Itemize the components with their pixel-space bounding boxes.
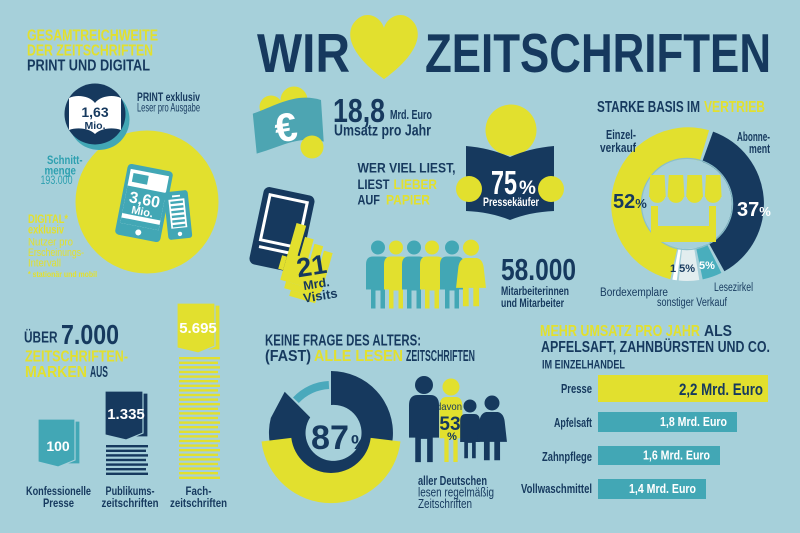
svg-text:PAPIER: PAPIER: [386, 192, 430, 208]
svg-text:2,2 Mrd. Euro: 2,2 Mrd. Euro: [679, 380, 763, 399]
svg-text:ALS: ALS: [704, 323, 732, 340]
svg-text:exklusiv: exklusiv: [28, 223, 64, 237]
svg-text:Apfelsaft: Apfelsaft: [554, 416, 593, 430]
svg-text:verkauf: verkauf: [600, 141, 637, 155]
svg-text:1,4 Mrd. Euro: 1,4 Mrd. Euro: [629, 482, 696, 496]
svg-text:5.695: 5.695: [179, 320, 217, 337]
svg-text:MARKEN: MARKEN: [25, 364, 87, 381]
svg-text:davon: davon: [436, 401, 462, 413]
svg-text:aller Deutschen: aller Deutschen: [418, 474, 487, 488]
svg-text:%: %: [351, 432, 369, 454]
svg-text:Umsatz pro Jahr: Umsatz pro Jahr: [334, 123, 431, 140]
svg-text:5%: 5%: [699, 260, 715, 272]
svg-text:Nutzer pro: Nutzer pro: [28, 237, 73, 249]
svg-text:ZEITSCHRIFTEN-: ZEITSCHRIFTEN-: [25, 349, 128, 366]
svg-text:Schnitt-: Schnitt-: [47, 153, 83, 167]
svg-text:Abonne-: Abonne-: [737, 130, 770, 144]
svg-text:1.335: 1.335: [107, 406, 145, 423]
svg-text:Einzel-: Einzel-: [606, 128, 636, 142]
svg-text:GESAMTREICHWEITE: GESAMTREICHWEITE: [27, 28, 158, 45]
svg-text:Mrd.: Mrd.: [302, 275, 330, 293]
svg-text:(FAST): (FAST): [265, 348, 311, 365]
svg-text:Lesezirkel: Lesezirkel: [714, 282, 753, 294]
svg-text:%: %: [447, 431, 457, 443]
svg-text:ALLE LESEN: ALLE LESEN: [314, 348, 403, 365]
svg-text:WER VIEL LIEST,: WER VIEL LIEST,: [358, 160, 456, 176]
svg-text:ZEITSCHRIFTEN: ZEITSCHRIFTEN: [425, 22, 771, 84]
svg-text:Publikums-: Publikums-: [106, 484, 155, 498]
svg-text:LIEST: LIEST: [358, 176, 390, 192]
svg-text:DER ZEITSCHRIFTEN: DER ZEITSCHRIFTEN: [27, 43, 153, 60]
svg-text:ZEITSCHRIFTEN: ZEITSCHRIFTEN: [406, 348, 475, 365]
svg-text:193.000: 193.000: [41, 173, 73, 187]
svg-text:MEHR UMSATZ PRO JAHR: MEHR UMSATZ PRO JAHR: [540, 323, 700, 340]
svg-text:und Mitarbeiter: und Mitarbeiter: [501, 296, 564, 310]
svg-text:Presse: Presse: [561, 382, 592, 396]
svg-text:18,8: 18,8: [333, 92, 385, 129]
svg-text:Vollwaschmittel: Vollwaschmittel: [521, 482, 592, 496]
svg-text:PRINT exklusiv: PRINT exklusiv: [137, 90, 200, 104]
svg-text:KEINE FRAGE DES ALTERS:: KEINE FRAGE DES ALTERS:: [265, 333, 421, 350]
svg-text:Intervall: Intervall: [28, 258, 61, 270]
svg-text:zeitschriften: zeitschriften: [170, 496, 227, 510]
svg-text:Mio.: Mio.: [130, 204, 154, 220]
svg-text:WIR: WIR: [257, 22, 350, 84]
svg-text:75: 75: [491, 164, 517, 201]
svg-text:Pressekäufer: Pressekäufer: [483, 195, 539, 209]
svg-text:menge: menge: [45, 164, 77, 178]
svg-text:lesen regelmäßig: lesen regelmäßig: [418, 486, 494, 500]
svg-text:Mitarbeiterinnen: Mitarbeiterinnen: [501, 284, 569, 298]
svg-text:100: 100: [46, 438, 70, 454]
svg-text:Mio.: Mio.: [85, 120, 106, 132]
svg-text:Fach-: Fach-: [186, 484, 212, 498]
svg-text:3,60: 3,60: [128, 189, 162, 212]
svg-text:AUS: AUS: [90, 364, 108, 381]
svg-text:7.000: 7.000: [61, 319, 119, 350]
svg-text:ment: ment: [749, 142, 771, 156]
svg-text:Konfessionelle: Konfessionelle: [26, 484, 91, 498]
svg-text:* stationär und mobil: * stationär und mobil: [28, 270, 97, 279]
svg-text:Mrd. Euro: Mrd. Euro: [390, 107, 432, 122]
svg-text:Erscheinungs-: Erscheinungs-: [28, 247, 84, 259]
svg-text:53: 53: [439, 414, 460, 435]
svg-text:LIEBER: LIEBER: [394, 176, 438, 192]
svg-text:PRINT UND DIGITAL: PRINT UND DIGITAL: [27, 58, 150, 75]
svg-text:37%: 37%: [737, 199, 771, 221]
svg-text:ÜBER: ÜBER: [24, 330, 58, 347]
svg-text:DIGITAL*: DIGITAL*: [28, 212, 68, 226]
svg-text:1,6 Mrd. Euro: 1,6 Mrd. Euro: [643, 449, 710, 463]
svg-text:%: %: [519, 178, 536, 199]
svg-text:21: 21: [294, 249, 328, 283]
svg-text:Leser pro Ausgabe: Leser pro Ausgabe: [137, 101, 200, 115]
svg-text:Zahnpflege: Zahnpflege: [542, 450, 592, 464]
svg-text:Presse: Presse: [43, 496, 74, 510]
svg-text:APFELSAFT, ZAHNBÜRSTEN UND CO.: APFELSAFT, ZAHNBÜRSTEN UND CO.: [541, 339, 770, 356]
svg-text:sonstiger Verkauf: sonstiger Verkauf: [657, 297, 728, 309]
svg-text:IM EINZELHANDEL: IM EINZELHANDEL: [542, 358, 625, 372]
svg-text:52%: 52%: [613, 191, 647, 213]
svg-text:Visits: Visits: [302, 285, 338, 305]
svg-text:Zeitschriften: Zeitschriften: [418, 497, 472, 511]
svg-text:1,63: 1,63: [81, 104, 108, 120]
svg-text:STARKE BASIS IM: STARKE BASIS IM: [597, 99, 700, 116]
svg-text:VERTRIEB: VERTRIEB: [704, 99, 765, 116]
svg-text:1 5%: 1 5%: [670, 263, 695, 275]
svg-text:58.000: 58.000: [501, 252, 576, 287]
svg-text:zeitschriften: zeitschriften: [102, 496, 159, 510]
svg-text:Bordexemplare: Bordexemplare: [600, 287, 668, 299]
svg-text:87: 87: [311, 419, 349, 457]
svg-text:AUF: AUF: [358, 192, 381, 208]
svg-text:1,8 Mrd. Euro: 1,8 Mrd. Euro: [660, 415, 727, 429]
